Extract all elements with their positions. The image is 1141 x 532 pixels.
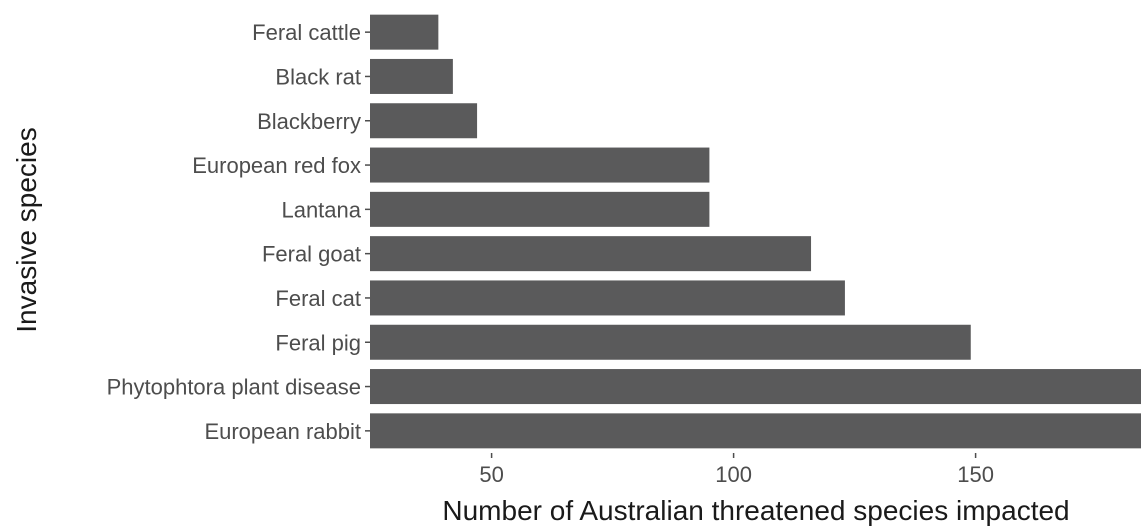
bar-feral-goat	[370, 236, 812, 272]
y-tick-label: European red fox	[192, 153, 361, 178]
y-axis: Feral cattle Black rat Blackberry European …	[107, 20, 370, 444]
y-tick-label: Phytophtora plant disease	[107, 375, 361, 400]
x-axis: 50100150200250300	[479, 453, 994, 487]
x-tick-label: 50	[479, 462, 503, 487]
bar-feral-pig	[370, 324, 971, 360]
bar-phytophtora-plant-disease	[370, 369, 1141, 405]
bar-feral-cattle	[370, 14, 439, 50]
y-tick-label: Feral goat	[262, 242, 361, 267]
bar-blackberry	[370, 103, 478, 139]
x-axis-title: Number of Australian threatened species …	[442, 495, 1069, 526]
y-tick-label: Feral pig	[275, 330, 361, 355]
x-tick-label: 100	[715, 462, 752, 487]
bar-lantana	[370, 191, 710, 227]
bars-group	[370, 14, 1141, 449]
y-axis-title: Invasive species	[11, 127, 42, 332]
x-tick-label: 150	[957, 462, 994, 487]
y-tick-label: Feral cat	[275, 286, 361, 311]
y-tick-label: European rabbit	[204, 419, 361, 444]
bar-european-rabbit	[370, 413, 1141, 449]
y-tick-label: Black rat	[275, 64, 361, 89]
bar-black-rat	[370, 58, 453, 94]
y-tick-label: Lantana	[281, 197, 361, 222]
y-tick-label: Blackberry	[257, 109, 361, 134]
bar-european-red-fox	[370, 147, 710, 183]
y-tick-label: Feral cattle	[252, 20, 361, 45]
bar-feral-cat	[370, 280, 845, 316]
